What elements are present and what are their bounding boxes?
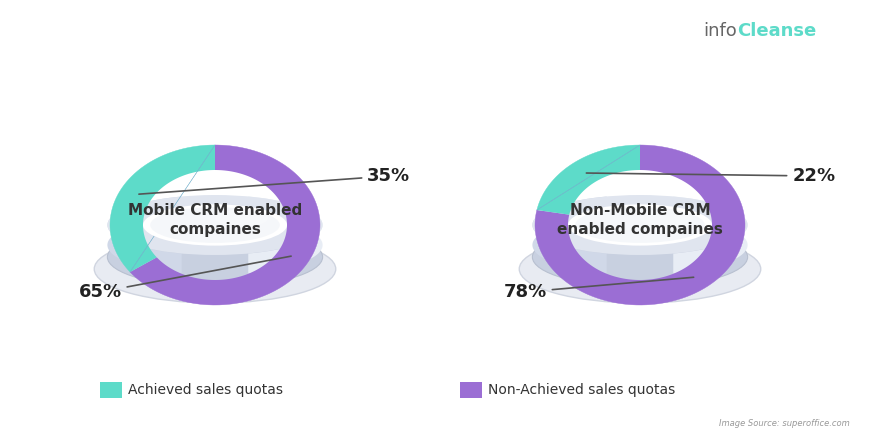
Ellipse shape <box>215 210 268 227</box>
Ellipse shape <box>576 207 705 243</box>
Ellipse shape <box>107 195 323 255</box>
Ellipse shape <box>94 235 336 303</box>
Ellipse shape <box>107 227 323 287</box>
Text: Non-Mobile CRM
enabled compaines: Non-Mobile CRM enabled compaines <box>557 202 723 238</box>
Ellipse shape <box>568 204 712 246</box>
Ellipse shape <box>143 204 287 246</box>
Text: Non-Achieved sales quotas: Non-Achieved sales quotas <box>488 383 675 397</box>
Text: 35%: 35% <box>139 167 410 194</box>
Polygon shape <box>535 145 745 305</box>
Text: 78%: 78% <box>503 277 693 301</box>
Ellipse shape <box>150 207 280 243</box>
Text: 22%: 22% <box>586 167 835 185</box>
Polygon shape <box>130 145 320 305</box>
FancyBboxPatch shape <box>460 382 482 398</box>
Polygon shape <box>532 197 606 274</box>
Text: Mobile CRM enabled
compaines: Mobile CRM enabled compaines <box>128 202 302 238</box>
Text: info: info <box>703 22 737 40</box>
Text: Achieved sales quotas: Achieved sales quotas <box>128 383 283 397</box>
Ellipse shape <box>532 195 748 255</box>
Polygon shape <box>107 197 182 274</box>
Ellipse shape <box>640 210 693 227</box>
Polygon shape <box>673 197 748 274</box>
Text: 65%: 65% <box>78 256 291 301</box>
FancyBboxPatch shape <box>100 382 122 398</box>
Polygon shape <box>248 197 323 274</box>
Polygon shape <box>110 145 215 272</box>
Text: Cleanse: Cleanse <box>737 22 817 40</box>
Ellipse shape <box>519 235 760 303</box>
Text: Image Source: superoffice.com: Image Source: superoffice.com <box>719 419 850 428</box>
Ellipse shape <box>532 227 748 287</box>
Polygon shape <box>537 145 640 215</box>
